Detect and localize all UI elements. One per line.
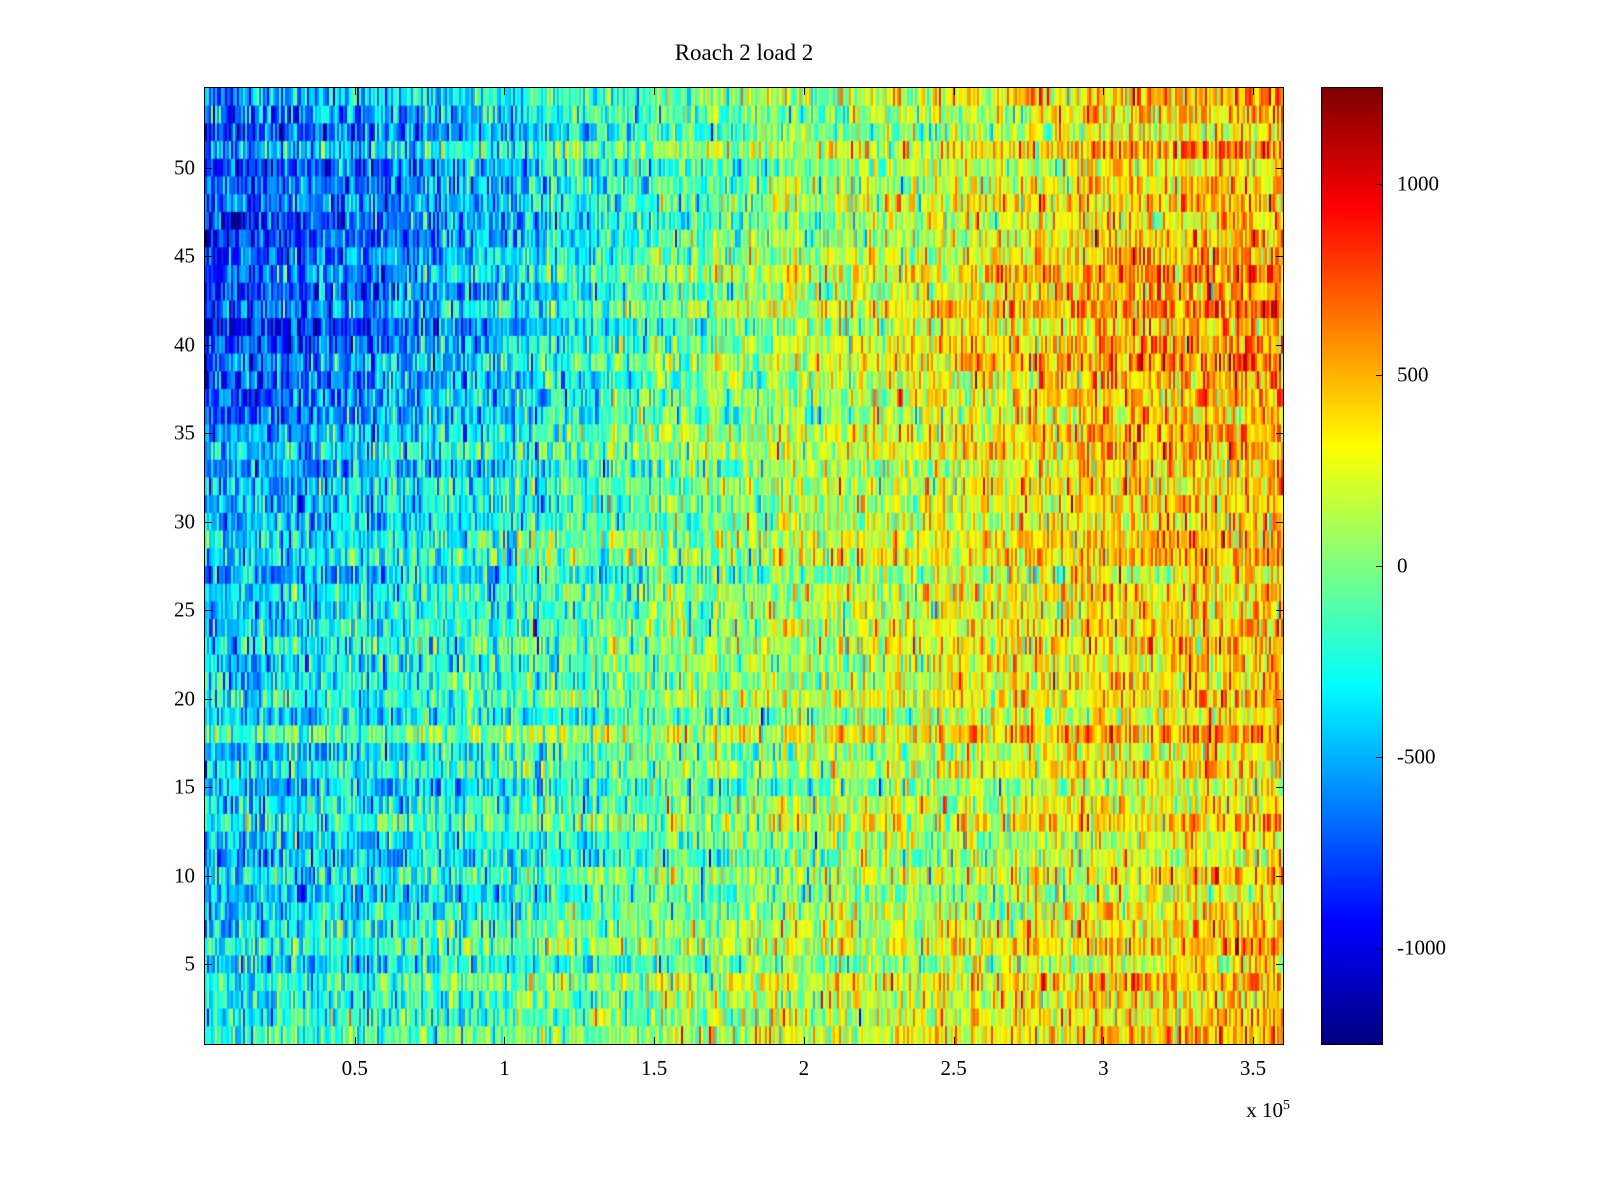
y-tick-mark-right [1276,787,1283,789]
chart-title: Roach 2 load 2 [674,40,814,65]
x-tick-label: 3 [1098,1056,1109,1080]
x-tick-mark [953,1037,955,1044]
x-tick-mark [654,1037,656,1044]
colorbar-tick-mark [1376,566,1383,567]
y-tick-label: 10 [174,863,195,888]
y-tick-label: 30 [174,509,195,534]
y-tick-mark-right [1276,433,1283,435]
colorbar-tick-mark [1376,948,1383,950]
x-tick-mark [803,1037,805,1044]
colorbar-tick-mark [1376,183,1383,185]
colorbar-tick-label: 0 [1397,553,1408,578]
y-tick-label: 35 [174,420,195,445]
x-tick-mark-top [1103,88,1105,95]
colorbar-tick-label: 1000 [1397,171,1439,196]
x-tick-label: 3.5 [1239,1056,1267,1080]
x-tick-mark [354,1037,356,1044]
x-tick-label: 0.5 [341,1056,368,1080]
x-axis-multiplier: x 105 [1150,1098,1290,1123]
colorbar-tick-label: -1000 [1397,935,1446,960]
x-tick-mark [1103,1037,1105,1044]
y-tick-mark [205,521,212,523]
x-tick-mark-top [654,88,656,95]
x-tick-label: 1.5 [641,1056,668,1080]
x-tick-mark-top [354,88,356,95]
y-tick-mark-right [1276,344,1283,346]
y-tick-label: 20 [174,686,195,711]
y-tick-label: 5 [184,951,196,976]
x-tick-mark-top [504,88,506,95]
y-tick-mark [205,256,212,258]
y-tick-label: 40 [174,332,195,357]
y-tick-label: 25 [174,597,195,622]
heatmap-plot-area [204,87,1284,1045]
x-tick-mark-top [1253,88,1255,95]
y-tick-mark [205,964,212,966]
y-tick-mark-right [1276,610,1283,612]
heatmap-canvas [205,88,1283,1044]
y-tick-mark [205,344,212,346]
x-tick-mark-top [953,88,955,95]
y-tick-mark [205,787,212,789]
y-tick-mark [205,875,212,877]
y-tick-mark-right [1276,875,1283,877]
colorbar-tick-label: -500 [1397,744,1436,769]
y-tick-mark-right [1276,698,1283,700]
x-tick-mark-top [803,88,805,95]
y-tick-mark-right [1276,256,1283,258]
x-axis-multiplier-exponent: 5 [1283,1098,1290,1113]
x-tick-label: 1 [499,1056,510,1080]
x-tick-mark [504,1037,506,1044]
y-tick-mark [205,433,212,435]
colorbar [1321,87,1383,1045]
y-tick-mark-right [1276,167,1283,169]
y-tick-label: 50 [174,155,195,180]
y-tick-mark [205,610,212,612]
colorbar-tick-label: 500 [1397,362,1429,387]
x-tick-mark [1253,1037,1255,1044]
y-tick-mark [205,167,212,169]
y-tick-mark-right [1276,964,1283,966]
y-tick-mark-right [1276,521,1283,523]
colorbar-canvas [1322,88,1382,1044]
y-tick-label: 45 [174,243,195,268]
x-axis-multiplier-base: x 10 [1246,1098,1283,1122]
x-tick-label: 2.5 [940,1056,967,1080]
x-tick-label: 2 [798,1056,810,1080]
y-tick-label: 15 [174,774,195,799]
colorbar-tick-mark [1376,374,1383,376]
colorbar-tick-mark [1376,757,1383,759]
y-tick-mark [205,698,212,700]
